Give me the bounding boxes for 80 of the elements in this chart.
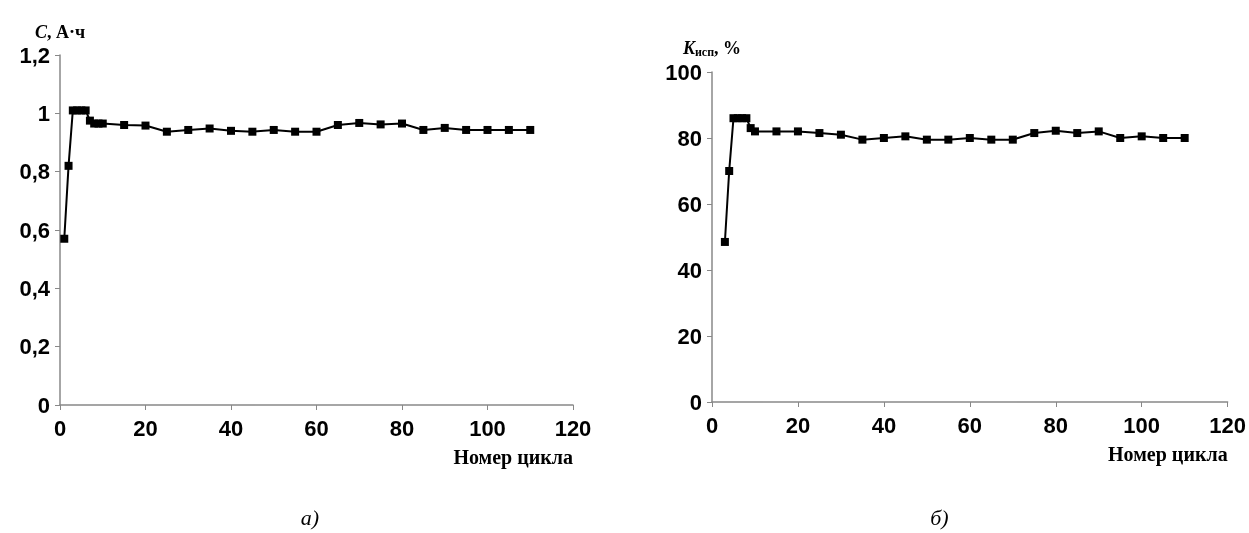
point [836, 130, 845, 139]
point [965, 134, 974, 142]
y-tick-label: 40 [677, 257, 702, 283]
point [64, 161, 73, 170]
point [1159, 134, 1168, 142]
point [98, 119, 107, 128]
y-tick-label: 1,2 [19, 42, 50, 68]
point [205, 124, 214, 133]
point [333, 121, 342, 129]
point [141, 121, 150, 130]
point [526, 125, 535, 134]
point [987, 135, 996, 144]
point [720, 237, 729, 246]
y-tick-label: 80 [677, 125, 702, 151]
point [398, 119, 406, 128]
point [376, 120, 385, 129]
x-tick-label: 0 [705, 412, 719, 438]
point [1030, 129, 1039, 138]
x-axis-title: Номер цикла [1108, 443, 1228, 466]
point [462, 125, 471, 134]
y-tick-label: 20 [677, 323, 702, 349]
point [1137, 132, 1146, 141]
y-tick-label: 0,2 [19, 334, 50, 360]
point [901, 132, 910, 141]
x-tick-label: 20 [785, 412, 811, 438]
point [793, 127, 802, 136]
y-tick-label: 0,8 [19, 159, 50, 185]
y-tick-label: 1 [37, 100, 50, 126]
y-tick-label: 0 [37, 392, 50, 418]
x-tick-label: 80 [1043, 412, 1069, 438]
point [81, 106, 90, 115]
point [1116, 134, 1125, 142]
x-tick-label: 60 [304, 415, 329, 441]
point [1180, 134, 1189, 142]
text: а) [300, 504, 320, 530]
y-tick-label: 0 [689, 389, 702, 415]
point [1008, 135, 1017, 144]
x-tick-label: 100 [469, 415, 506, 441]
point [312, 127, 321, 136]
point [60, 234, 69, 243]
point [879, 134, 888, 142]
x-tick-label: 40 [871, 412, 897, 438]
point [120, 121, 129, 129]
point [269, 125, 278, 134]
point [1094, 127, 1103, 136]
point [419, 125, 428, 134]
x-tick-label: 120 [554, 415, 592, 441]
x-tick-label: 80 [389, 415, 415, 441]
point [725, 167, 734, 175]
y-axis-title: C, А·ч [34, 22, 86, 42]
point [1051, 126, 1060, 135]
x-tick-label: 40 [218, 415, 244, 441]
point [922, 135, 931, 144]
point [483, 125, 492, 134]
point [291, 127, 300, 136]
x-tick-label: 100 [1123, 412, 1161, 438]
x-tick-label: 0 [53, 415, 67, 441]
x-axis-title: Номер цикла [453, 446, 573, 469]
y-tick-label: 0,4 [19, 275, 51, 301]
point [750, 127, 759, 136]
y-tick-label: 0,6 [19, 217, 50, 243]
text: б) [930, 504, 949, 530]
x-tick-label: 20 [133, 415, 158, 441]
point [184, 125, 193, 134]
point [815, 129, 824, 138]
x-tick-label: 60 [957, 412, 983, 438]
x-tick-label: 120 [1209, 412, 1247, 438]
y-tick-label: 60 [677, 191, 702, 217]
point [355, 118, 364, 127]
point [248, 127, 257, 136]
point [772, 127, 781, 136]
point [742, 114, 751, 123]
point [162, 127, 171, 136]
point [1073, 129, 1082, 138]
point [227, 126, 235, 135]
point [440, 123, 449, 132]
y-tick-label: 100 [665, 59, 702, 85]
point [858, 135, 867, 144]
point [944, 135, 953, 144]
point [504, 125, 513, 134]
